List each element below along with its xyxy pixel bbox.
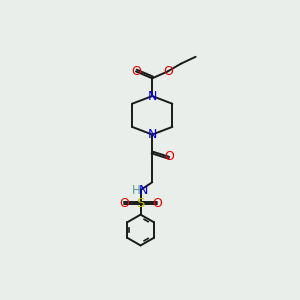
Text: H: H (132, 184, 141, 196)
Text: O: O (152, 197, 162, 210)
Text: N: N (139, 184, 148, 196)
Text: O: O (131, 65, 141, 78)
Text: O: O (119, 197, 129, 210)
Text: N: N (148, 90, 157, 103)
Text: O: O (163, 65, 172, 78)
Text: O: O (164, 150, 174, 164)
Text: N: N (148, 128, 157, 141)
Text: S: S (136, 197, 145, 210)
